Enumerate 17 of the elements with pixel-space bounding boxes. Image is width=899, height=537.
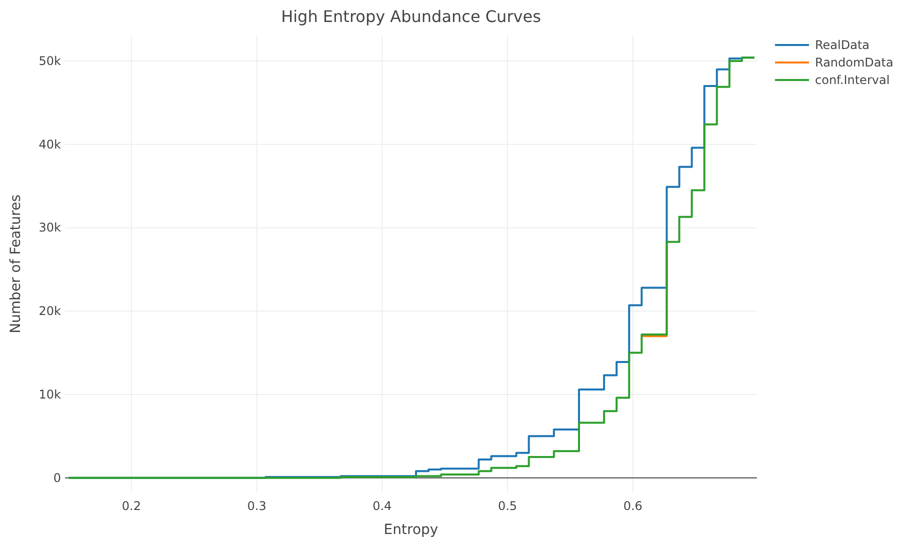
x-tick-label: 0.6: [623, 499, 642, 513]
y-axis-title: Number of Features: [8, 194, 24, 334]
legend-label: RandomData: [815, 56, 894, 70]
chart-title: High Entropy Abundance Curves: [281, 7, 541, 26]
x-tick-label: 0.3: [247, 499, 266, 513]
x-axis-title: Entropy: [384, 522, 438, 537]
y-tick-label: 40k: [38, 137, 62, 152]
y-tick-label: 0: [53, 470, 61, 485]
y-tick-label: 20k: [38, 304, 62, 318]
legend-label: RealData: [815, 38, 870, 52]
legend-label: conf.Interval: [815, 73, 890, 87]
y-tick-label: 10k: [38, 387, 62, 402]
y-tick-label: 50k: [38, 54, 62, 68]
x-tick-label: 0.5: [498, 499, 518, 513]
x-tick-label: 0.2: [122, 499, 141, 513]
y-tick-label: 30k: [38, 220, 62, 235]
x-tick-label: 0.4: [372, 499, 392, 513]
